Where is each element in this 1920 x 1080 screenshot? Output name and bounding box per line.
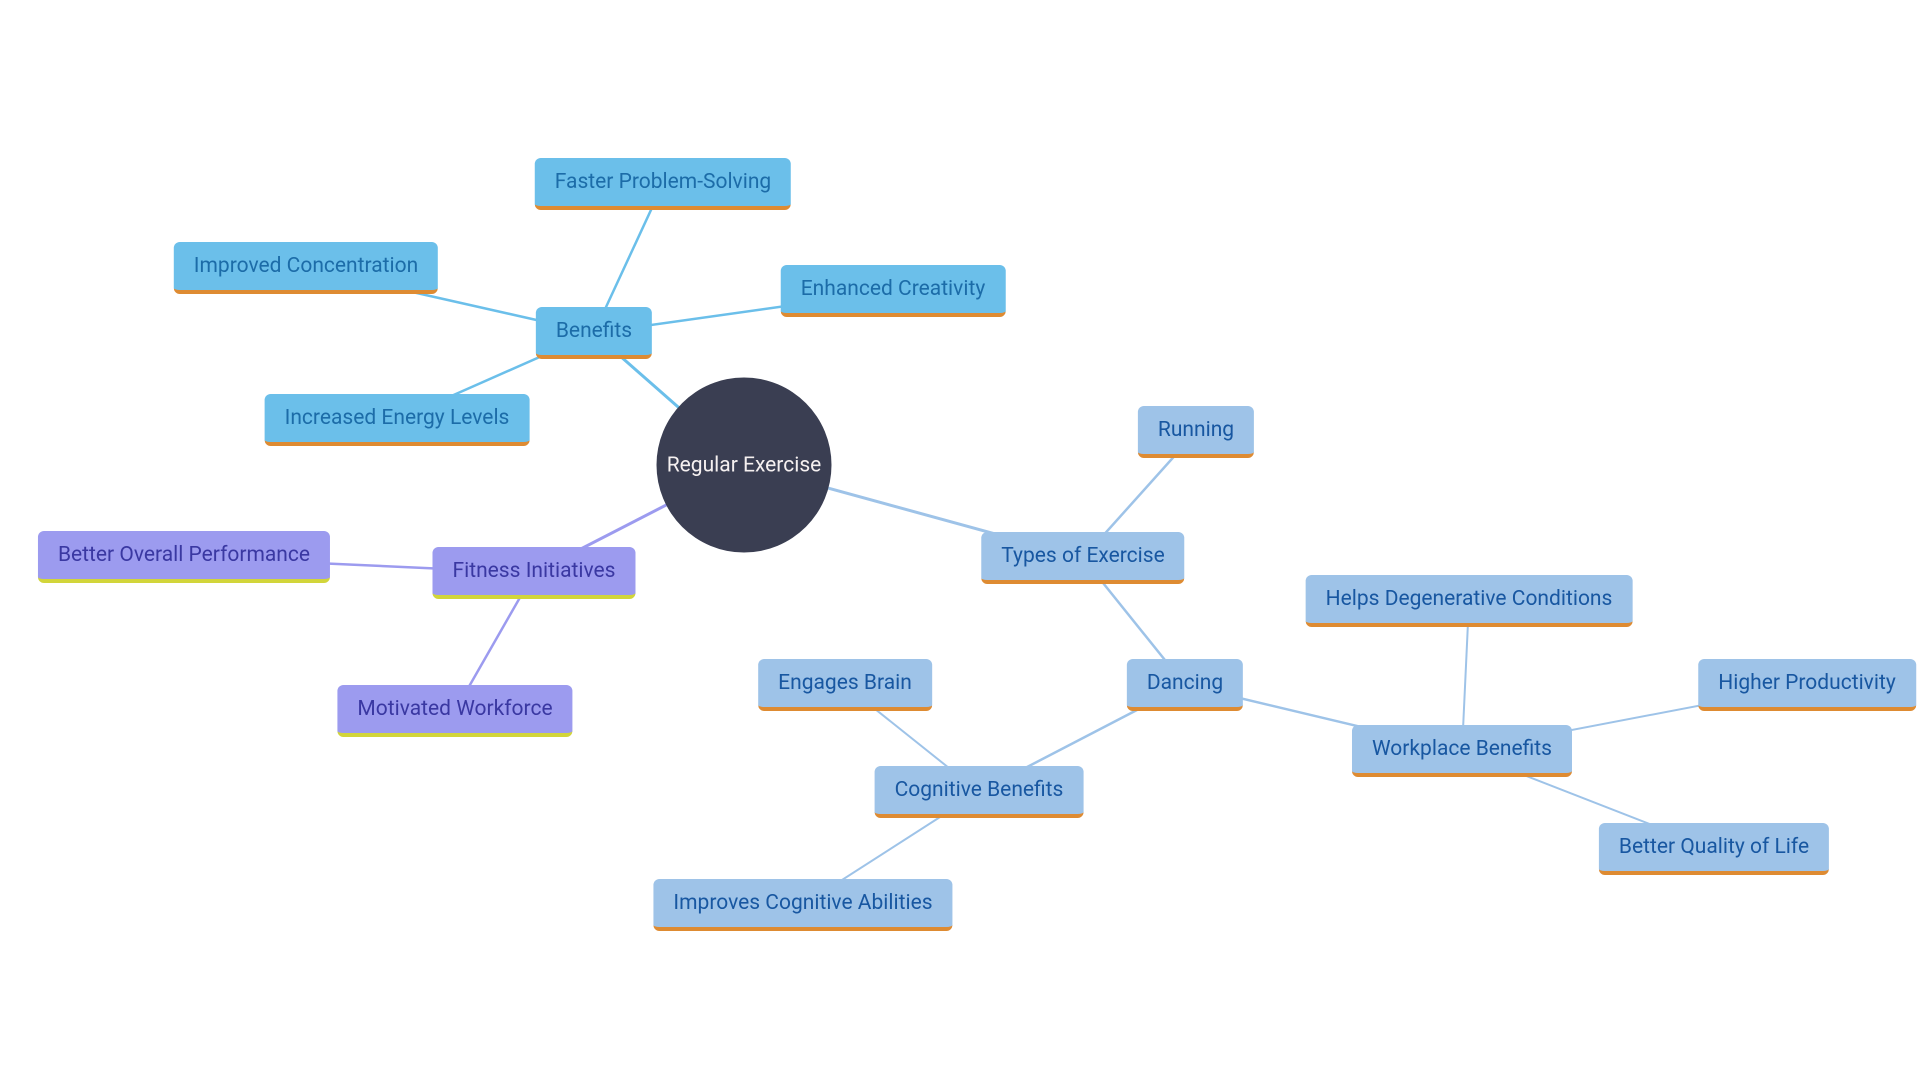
node-engages-brain[interactable]: Engages Brain (758, 659, 932, 711)
node-helps-degenerative-conditions[interactable]: Helps Degenerative Conditions (1306, 575, 1633, 627)
node-cognitive-benefits[interactable]: Cognitive Benefits (875, 766, 1084, 818)
node-types-of-exercise[interactable]: Types of Exercise (981, 532, 1184, 584)
node-increased-energy-levels[interactable]: Increased Energy Levels (265, 394, 530, 446)
node-better-quality-of-life[interactable]: Better Quality of Life (1599, 823, 1829, 875)
node-workplace-benefits[interactable]: Workplace Benefits (1352, 725, 1572, 777)
node-higher-productivity[interactable]: Higher Productivity (1698, 659, 1916, 711)
node-benefits[interactable]: Benefits (536, 307, 652, 359)
node-fitness-initiatives[interactable]: Fitness Initiatives (432, 547, 635, 599)
node-dancing[interactable]: Dancing (1127, 659, 1243, 711)
node-faster-problem-solving[interactable]: Faster Problem-Solving (535, 158, 791, 210)
node-running[interactable]: Running (1138, 406, 1254, 458)
node-center[interactable]: Regular Exercise (657, 378, 832, 553)
node-better-overall-performance[interactable]: Better Overall Performance (38, 531, 330, 583)
node-improves-cognitive-abilities[interactable]: Improves Cognitive Abilities (653, 879, 952, 931)
node-improved-concentration[interactable]: Improved Concentration (174, 242, 438, 294)
node-motivated-workforce[interactable]: Motivated Workforce (337, 685, 572, 737)
node-enhanced-creativity[interactable]: Enhanced Creativity (781, 265, 1006, 317)
